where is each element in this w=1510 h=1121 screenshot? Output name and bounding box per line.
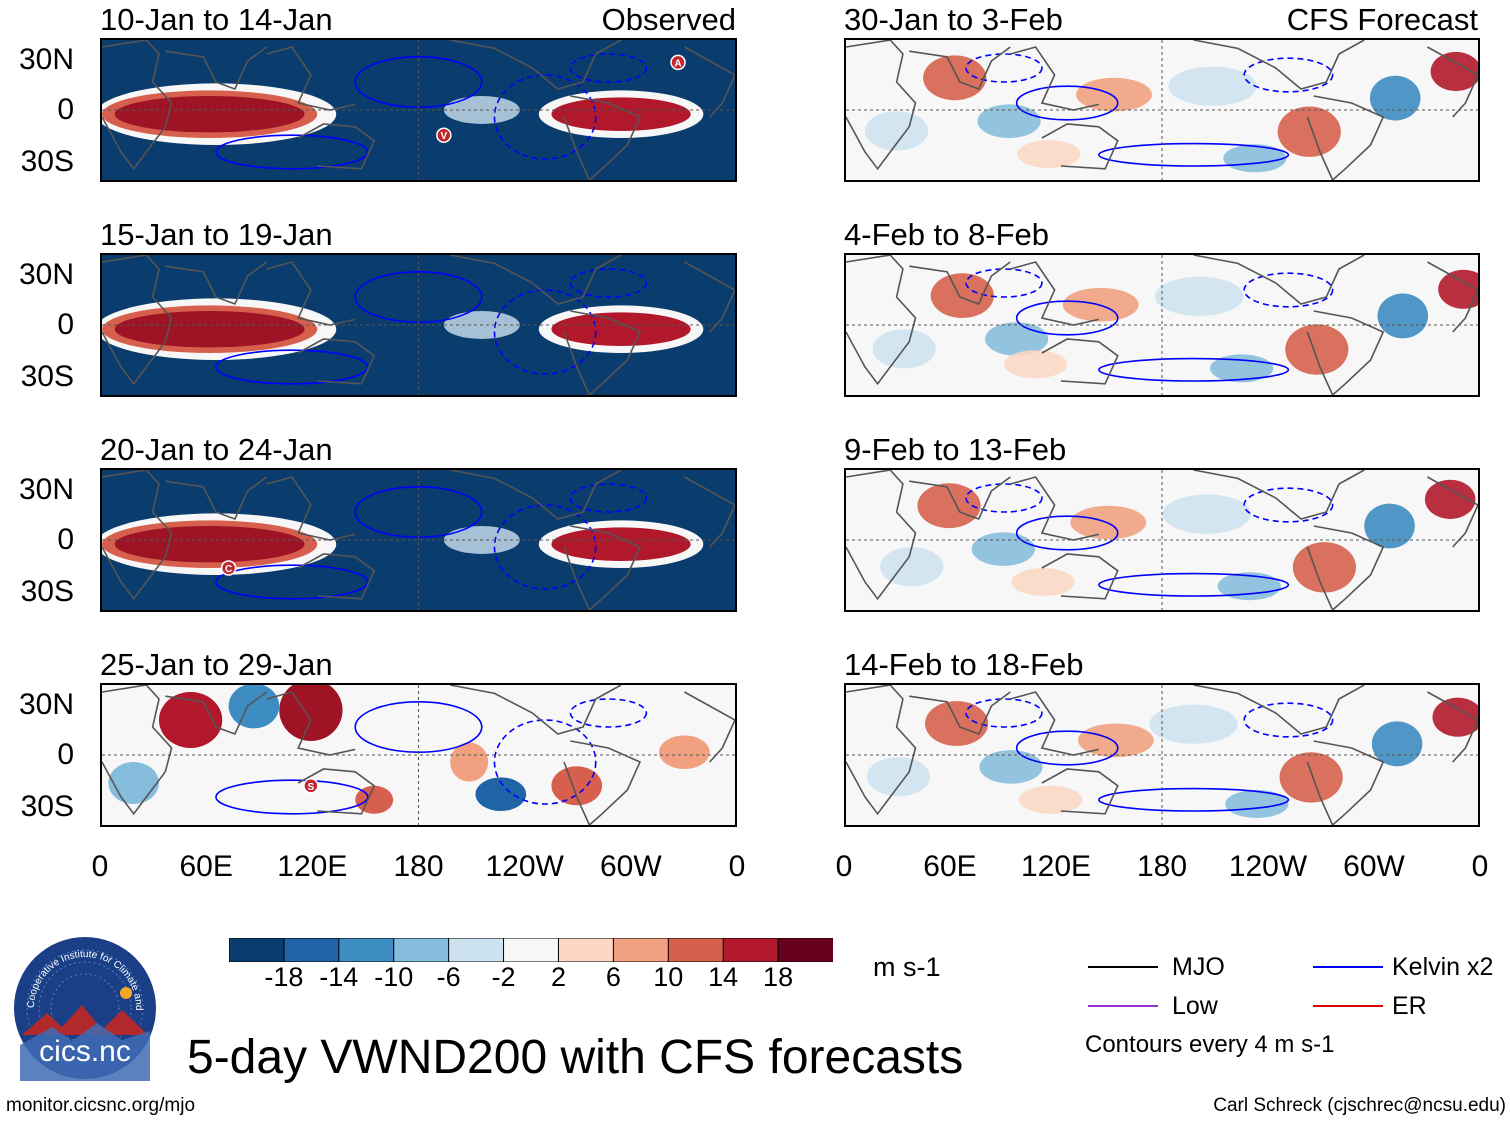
lon-label: 60E — [179, 850, 233, 883]
colorbar-swatch — [557, 937, 615, 963]
legend-note: Contours every 4 m s-1 — [1085, 1031, 1335, 1058]
lon-label: 120W — [1228, 850, 1308, 883]
lon-label: 0 — [1471, 850, 1489, 883]
colorbar-swatch — [448, 937, 505, 963]
panel-title: 25-Jan to 29-Jan — [100, 647, 333, 682]
lat-label: 0 — [57, 523, 74, 556]
colorbar-tick-label: 2 — [550, 962, 566, 992]
lon-label: 0 — [835, 850, 853, 883]
colorbar-swatch — [393, 937, 450, 963]
lat-label: 30N — [18, 258, 74, 291]
panel-title: 15-Jan to 19-Jan — [100, 217, 333, 252]
legend-line-low — [1088, 1005, 1158, 1007]
lat-label: 0 — [57, 308, 74, 341]
legend-line-er — [1313, 1005, 1383, 1007]
lat-label: 30N — [18, 688, 74, 721]
event-marker — [303, 778, 319, 794]
lon-label: 60W — [1343, 850, 1405, 883]
lat-label: 30S — [20, 790, 74, 823]
lat-label: 30N — [18, 43, 74, 76]
colorbar-swatch — [612, 937, 670, 963]
event-marker — [436, 127, 452, 143]
lon-label: 180 — [393, 850, 444, 883]
colorbar-swatch — [228, 937, 285, 963]
map-panel-observed-2 — [100, 253, 737, 397]
panel-title: 14-Feb to 18-Feb — [844, 647, 1084, 682]
panel-source-label: Observed — [601, 2, 736, 37]
colorbar-tick-label: 18 — [763, 962, 794, 992]
colorbar-tick-label: -10 — [374, 962, 414, 992]
event-marker-letter: S — [308, 782, 315, 793]
colorbar-swatch — [503, 937, 560, 963]
colorbar-tick-label: -2 — [491, 962, 516, 992]
event-marker-letter: V — [440, 131, 447, 142]
panel-title: 20-Jan to 24-Jan — [100, 432, 333, 467]
colorbar-tick-label: 14 — [708, 962, 739, 992]
lat-label: 0 — [57, 738, 74, 771]
legend-label-low: Low — [1172, 992, 1218, 1020]
cics-logo: Cooperative Institute for Climate and Sa… — [9, 927, 158, 1081]
panel-title: 4-Feb to 8-Feb — [844, 217, 1050, 252]
lon-label: 60W — [599, 850, 662, 883]
logo-text: cics.nc — [39, 1035, 131, 1068]
lon-label: 60E — [923, 850, 977, 883]
map-panel-forecast-2 — [844, 253, 1480, 397]
colorbar-tick-label: 10 — [653, 962, 684, 992]
legend-line-mjo — [1088, 966, 1158, 968]
lon-label: 120W — [485, 850, 564, 883]
panel-title: 30-Jan to 3-Feb — [844, 2, 1063, 37]
panel-source-label: CFS Forecast — [1286, 2, 1478, 37]
legend-label-mjo: MJO — [1172, 953, 1225, 981]
event-marker — [220, 560, 237, 576]
colorbar-swatch — [722, 937, 780, 963]
map-panel-observed-3: C — [100, 468, 737, 612]
colorbar-units: m s-1 — [873, 952, 941, 982]
event-marker-letter: A — [674, 58, 681, 69]
map-panel-forecast-4 — [844, 683, 1480, 827]
lat-label: 30N — [18, 473, 74, 506]
lat-label: 30S — [20, 360, 74, 393]
colorbar-swatch — [338, 937, 395, 963]
map-panel-forecast-1 — [844, 38, 1480, 182]
lat-label: 30S — [20, 575, 74, 608]
lon-label: 120E — [1020, 850, 1092, 883]
lon-label: 180 — [1136, 850, 1188, 883]
legend-label-kelvin: Kelvin x2 — [1392, 953, 1494, 981]
legend-label-er: ER — [1392, 992, 1427, 1020]
colorbar-swatch — [667, 937, 725, 963]
colorbar-tick-label: -18 — [264, 962, 304, 992]
colorbar-swatch — [777, 937, 834, 963]
map-panel-observed-4: S — [100, 683, 737, 827]
lon-label: 120E — [277, 850, 348, 883]
colorbar-tick-label: -14 — [319, 962, 359, 992]
colorbar-tick-label: -6 — [436, 962, 461, 992]
main-title: 5-day VWND200 with CFS forecasts — [187, 1031, 964, 1084]
lat-label: 0 — [57, 93, 74, 126]
footer-credit: Carl Schreck (cjschrec@ncsu.edu) — [1213, 1095, 1506, 1116]
lon-label: 0 — [91, 850, 109, 883]
map-panel-forecast-3 — [844, 468, 1480, 612]
colorbar-tick-label: 6 — [605, 962, 621, 992]
panel-title: 10-Jan to 14-Jan — [100, 2, 333, 37]
legend-line-kelvin — [1313, 966, 1383, 968]
colorbar-swatch — [283, 937, 340, 963]
panel-title: 9-Feb to 13-Feb — [844, 432, 1067, 467]
lat-label: 30S — [20, 145, 74, 178]
event-marker-letter: C — [225, 564, 232, 575]
colorbar — [228, 937, 834, 963]
event-marker — [670, 54, 686, 71]
lon-label: 0 — [728, 850, 746, 883]
footer-url: monitor.cicsnc.org/mjo — [6, 1095, 196, 1116]
